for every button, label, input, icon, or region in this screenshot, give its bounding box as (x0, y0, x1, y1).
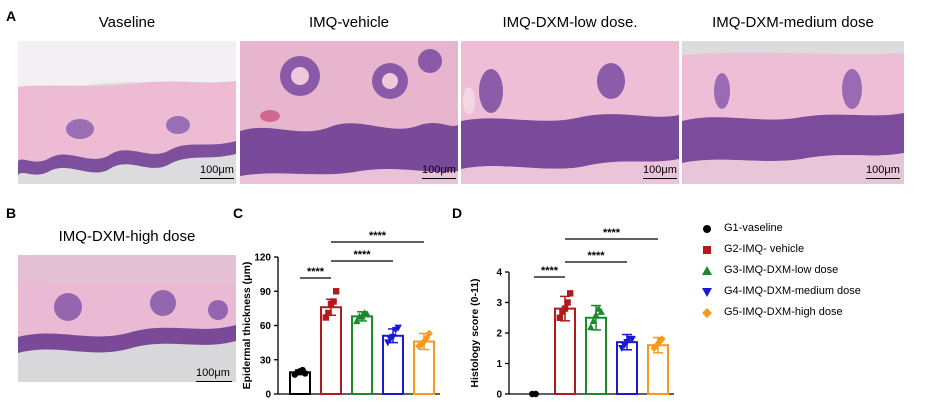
legend: G1-vaseline G2-IMQ- vehicle G3-IMQ-DXM-l… (700, 220, 925, 325)
scale-bar-high-dose: 100μm (196, 367, 232, 382)
scale-bar-imq-vehicle: 100μm (422, 164, 456, 179)
bar-G4 (382, 334, 404, 395)
data-point-G2 (556, 314, 563, 321)
data-point-G5 (425, 329, 433, 338)
data-point-G3 (589, 317, 598, 324)
data-point-G2 (325, 309, 332, 317)
data-point-G2 (564, 299, 571, 306)
data-point-G2 (333, 288, 340, 295)
image-title-low-dose: IMQ-DXM-low dose. (502, 14, 638, 31)
triangle-up-marker-icon (702, 266, 712, 275)
data-point-G3 (363, 310, 371, 318)
y-tick-label: 90 (260, 287, 272, 298)
data-point-G3 (587, 323, 595, 331)
y-tick-label: 2 (496, 329, 502, 340)
data-point-G1 (302, 370, 309, 377)
y-tick-label: 3 (496, 298, 502, 309)
image-title-imq-vehicle: IMQ-vehicle (308, 14, 390, 31)
significance-label: **** (603, 227, 621, 239)
triangle-down-marker-icon (702, 288, 712, 297)
chart-histology-score: 0 1 2 3 4 Histology score (0-11) **** **** **** (469, 227, 674, 401)
image-title-medium-dose: IMQ-DXM-medium dose (712, 14, 874, 31)
data-point-G2 (322, 314, 329, 321)
data-point-G5 (420, 337, 428, 346)
histology-image-imq-vehicle (240, 41, 458, 184)
data-point-G3 (353, 317, 361, 325)
data-point-G3 (597, 307, 605, 315)
image-title-vaseline: Vaseline (98, 14, 156, 31)
y-axis-label: Epidermal thickness (μm) (241, 262, 253, 390)
data-point-G4 (389, 333, 397, 341)
histology-image-medium-dose (682, 41, 904, 184)
y-axis-label: Histology score (0-11) (469, 278, 481, 387)
data-point-G1 (532, 390, 539, 398)
histology-image-high-dose (18, 255, 236, 382)
image-title-high-dose: IMQ-DXM-high dose (58, 228, 196, 245)
legend-item-g3: G3-IMQ-DXM-low dose (700, 262, 925, 283)
scale-bar-low-dose: 100μm (643, 164, 677, 179)
circle-marker-icon (703, 225, 711, 233)
y-tick-label: 1 (496, 359, 502, 370)
y-tick-label: 60 (260, 321, 272, 332)
panel-label-b: B (6, 205, 17, 221)
data-point-G2 (561, 305, 569, 312)
data-point-G4 (628, 335, 636, 343)
y-tick-label: 120 (254, 253, 271, 264)
panel-label-a: A (6, 8, 17, 24)
square-marker-icon (703, 246, 711, 254)
significance-label: **** (353, 249, 371, 261)
significance-label: **** (541, 265, 559, 277)
histology-image-vaseline (18, 41, 236, 184)
panel-label-d: D (452, 205, 463, 221)
panel-label-c: C (233, 205, 244, 221)
significance-label: **** (307, 266, 325, 278)
data-point-G2 (330, 298, 337, 305)
legend-item-g4: G4-IMQ-DXM-medium dose (700, 283, 925, 304)
data-point-G4 (394, 324, 402, 332)
legend-item-g2: G2-IMQ- vehicle (700, 241, 925, 262)
bar-G3 (351, 315, 373, 395)
y-tick-label: 4 (496, 268, 502, 279)
scale-bar-medium-dose: 100μm (866, 164, 900, 179)
significance-label: **** (587, 250, 605, 262)
significance-label: **** (369, 230, 387, 242)
y-tick-label: 0 (265, 390, 271, 401)
legend-item-g5: G5-IMQ-DXM-high dose (700, 304, 925, 325)
data-point-G2 (567, 290, 574, 297)
scale-bar-vaseline: 100μm (200, 164, 234, 179)
data-point-G3 (592, 311, 600, 318)
y-tick-label: 0 (496, 390, 502, 401)
legend-item-g1: G1-vaseline (700, 220, 925, 241)
histology-image-low-dose (461, 41, 679, 184)
diamond-marker-icon (702, 308, 712, 318)
y-tick-label: 30 (260, 355, 272, 366)
